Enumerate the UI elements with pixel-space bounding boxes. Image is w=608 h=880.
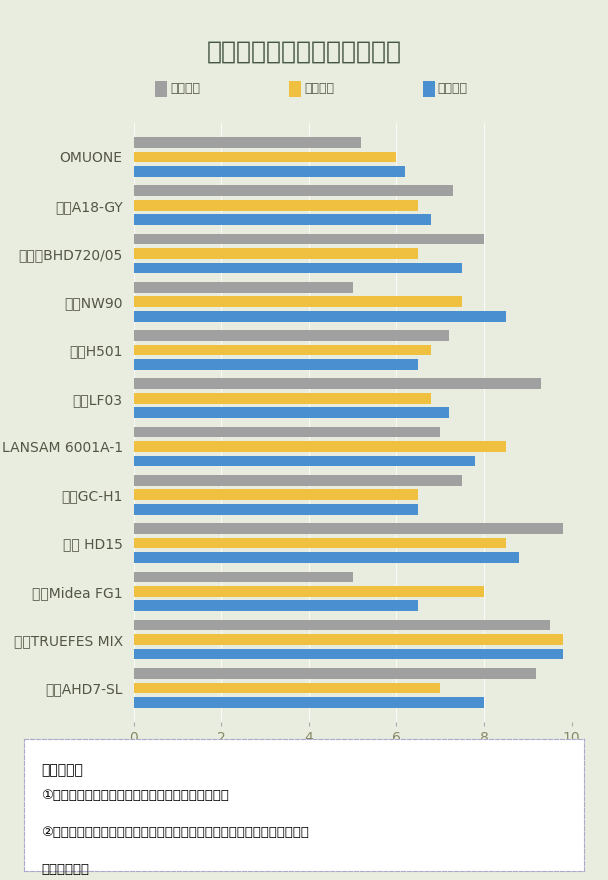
Bar — [134, 215, 432, 225]
Text: 度降低误差。: 度降低误差。 — [41, 863, 89, 876]
Bar — [134, 311, 506, 321]
Bar — [134, 282, 353, 292]
Bar — [134, 620, 550, 630]
Text: 全网吹风机核心数据实测对比: 全网吹风机核心数据实测对比 — [207, 40, 401, 63]
Text: 实测方法：: 实测方法： — [41, 763, 83, 777]
Bar — [134, 345, 432, 356]
Bar — [134, 586, 484, 597]
Bar — [134, 634, 563, 645]
Bar — [134, 600, 418, 611]
Bar — [134, 649, 563, 659]
Text: 养发指数: 养发指数 — [438, 82, 468, 94]
Text: 护发指数: 护发指数 — [304, 82, 334, 94]
Bar — [134, 441, 506, 451]
Bar — [134, 166, 405, 177]
Bar — [134, 504, 418, 515]
Bar — [134, 151, 396, 162]
Bar — [134, 200, 418, 210]
Bar — [134, 330, 449, 341]
Bar — [134, 553, 519, 563]
Bar — [134, 407, 449, 418]
Bar — [134, 683, 440, 693]
Text: ①本实验室实测的吹风机均为自费购买，无广测评；: ①本实验室实测的吹风机均为自费购买，无广测评； — [41, 789, 229, 803]
Bar — [134, 262, 462, 274]
Bar — [134, 359, 418, 370]
Bar — [134, 456, 475, 466]
Bar — [134, 571, 353, 583]
Text: ②测评维度中的数据均通过实验室级测评数据，多次统计取平均值，最大程: ②测评维度中的数据均通过实验室级测评数据，多次统计取平均值，最大程 — [41, 826, 309, 840]
Text: 干发速度: 干发速度 — [170, 82, 200, 94]
Bar — [134, 427, 440, 437]
Bar — [134, 378, 541, 389]
Bar — [134, 393, 432, 404]
Bar — [134, 475, 462, 486]
Bar — [134, 668, 536, 678]
Bar — [134, 538, 506, 548]
Bar — [134, 234, 484, 245]
Bar — [134, 489, 418, 500]
Bar — [134, 297, 462, 307]
Bar — [134, 248, 418, 259]
Bar — [134, 524, 563, 534]
Bar — [134, 186, 454, 196]
Bar — [134, 137, 361, 148]
Bar — [134, 697, 484, 708]
